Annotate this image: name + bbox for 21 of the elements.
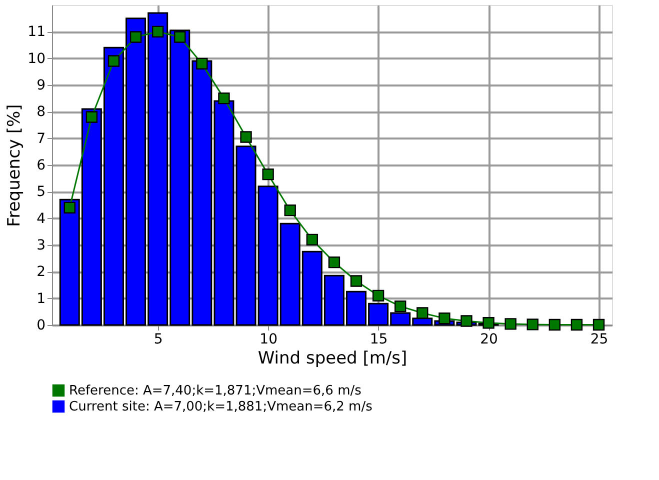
y-tick-label: 1 <box>36 290 46 307</box>
y-tick-label: 2 <box>36 264 46 280</box>
y-tick-label: 6 <box>36 158 46 174</box>
y-tick-label: 11 <box>28 24 46 40</box>
x-tick-label: 15 <box>370 332 388 348</box>
x-tick-label: 5 <box>154 332 163 348</box>
y-tick-label: 8 <box>36 104 46 120</box>
x-tick-label: 25 <box>590 332 608 348</box>
y-tick-label: 4 <box>36 210 46 227</box>
x-tick-label: 20 <box>480 332 498 348</box>
legend-label: Current site: A=7,00;k=1,881;Vmean=6,2 m/s <box>69 400 373 414</box>
x-axis-title: Wind speed [m/s] <box>258 348 408 368</box>
y-axis-title: Frequency [%] <box>4 104 25 227</box>
y-tick-label: 0 <box>36 318 46 334</box>
y-tick-label: 5 <box>36 184 46 200</box>
y-tick-label: 7 <box>36 130 46 147</box>
y-tick-label: 10 <box>28 50 46 67</box>
y-tick-label: 9 <box>36 78 46 94</box>
x-tick-label: 10 <box>260 332 278 348</box>
legend-label: Reference: A=7,40;k=1,871;Vmean=6,6 m/s <box>69 384 362 398</box>
y-tick-label: 3 <box>36 238 46 254</box>
